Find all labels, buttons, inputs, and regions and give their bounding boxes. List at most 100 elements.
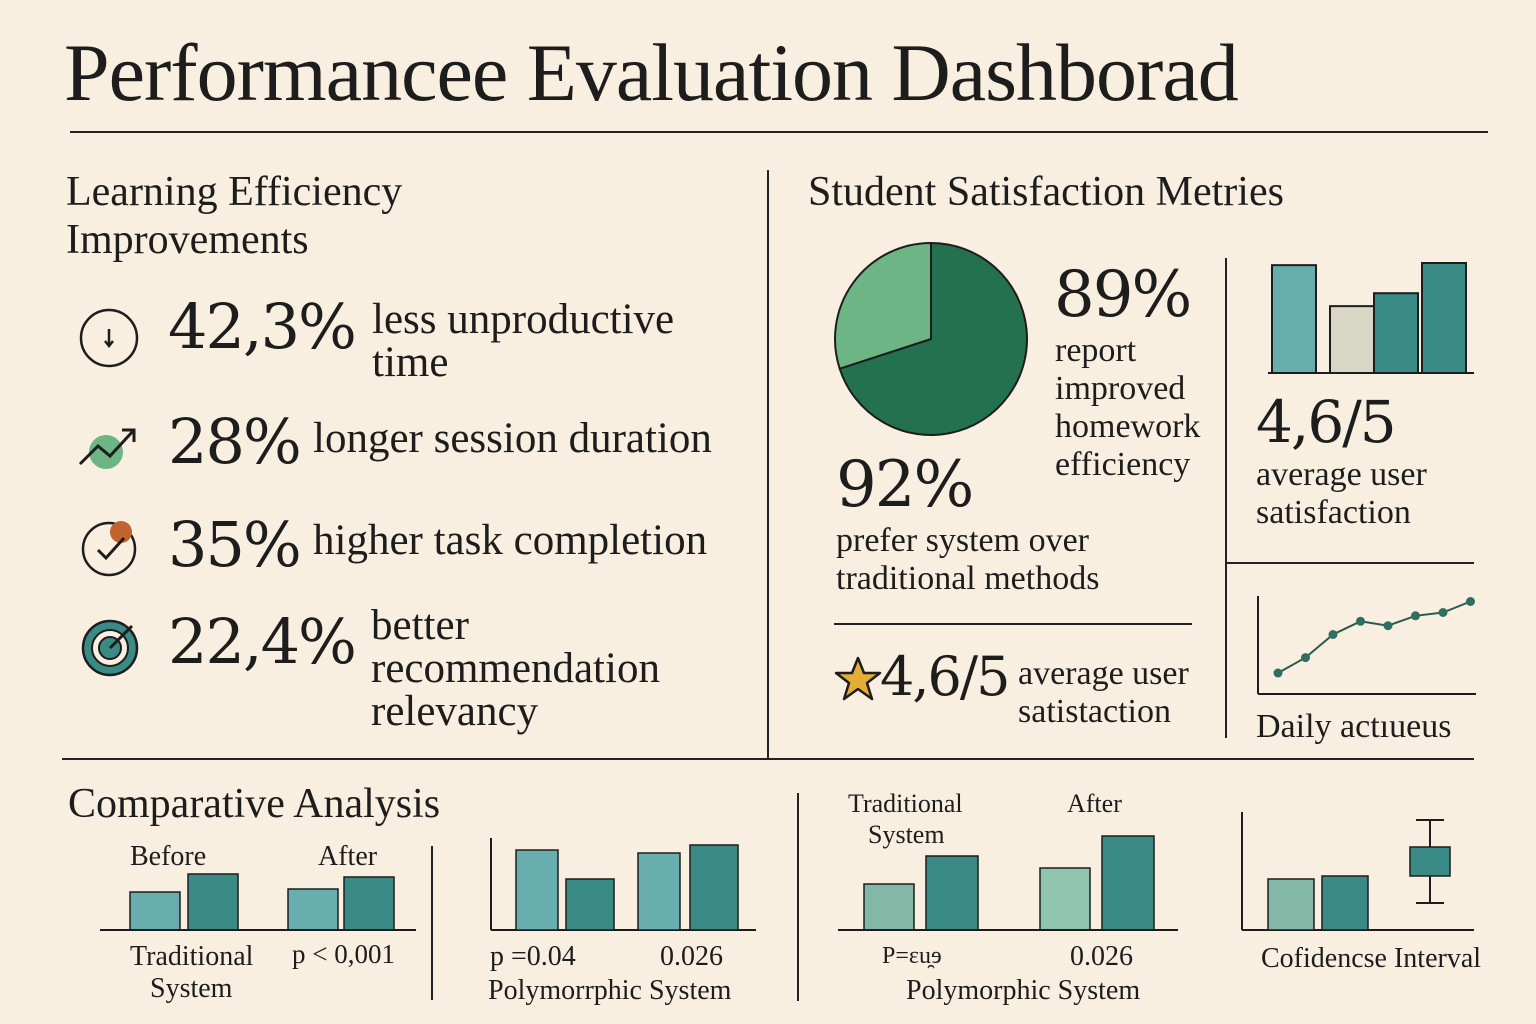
daily-activity-line-chart [1257,596,1476,695]
label-p-value: p < 0,001 [292,939,395,969]
stat-92-value: 92% [836,448,974,522]
bar-b-0 [925,855,979,931]
stat-desc-line: improved [1055,370,1186,407]
bar-3 [1421,262,1467,374]
bar-b-1 [689,844,739,931]
target-icon [80,616,142,682]
bar-b-0 [565,878,615,931]
stat-desc-line: average user [1256,456,1427,493]
rating-side-value: 4,6/5 [1256,388,1397,456]
stat-value-unproductive: 42,3% [168,290,357,363]
right-column-divider [1225,258,1227,738]
page-title: Performancee Evaluation Dashborad [64,27,1239,118]
bar-before-1 [287,888,339,931]
rating-side-desc: average user satisfaction [1256,456,1427,532]
stat-desc-line: average user [1018,655,1189,692]
learning-heading: Learning Efficiency Improvements [66,168,402,264]
right-column-hdivider [1226,562,1474,564]
data-point-6 [1438,608,1448,617]
stat-desc-line: homework [1055,408,1201,445]
label-polymorphic-system: Polymorphic System [906,975,1141,1006]
stat-89-desc: report improved homework efficiency [1055,332,1200,484]
line-series [1277,600,1471,674]
satisfaction-heading: Student Satisfaction Metries [808,169,1284,215]
label-traditional-system: Traditional System [130,941,253,1005]
satisfaction-bar-chart [1268,262,1474,375]
bar-after-0 [187,873,239,931]
data-point-0 [1273,668,1283,678]
stat-desc-line: satisfaction [1256,494,1411,531]
bar-after-1 [343,876,395,931]
comparative-divider-2 [797,793,799,1001]
bar-0 [1267,878,1315,931]
polymorphic-bar-chart-1 [490,838,756,931]
learning-heading-line1: Learning Efficiency [66,169,403,215]
label-traditional-system-2: Traditional System [848,788,963,850]
stat-value-relevancy: 22,4% [168,605,357,678]
clock-icon [78,307,140,373]
pie-slice-0 [838,241,1028,436]
label-polymorrphic-system: Polymorrphic System [488,975,732,1006]
panel-divider [767,170,769,758]
trending-up-icon [76,420,142,476]
label-0026-a: 0.026 [660,941,723,972]
stat-desc-line: prefer system over [836,522,1090,559]
data-point-7 [1466,597,1475,606]
data-point-4 [1383,621,1393,631]
bar-2 [1373,292,1419,375]
stat-desc-unproductive: less unproductive time [372,298,674,384]
satisfaction-pie-chart [834,241,1028,436]
stat-desc-line: better [371,602,469,649]
section-divider [62,758,1474,760]
data-point-1 [1301,653,1310,663]
stat-desc-session: longer session duration [313,415,712,462]
axis-label-line: System [868,820,945,849]
stat-value-session: 28% [168,405,302,478]
stat-desc-line: traditional methods [836,560,1100,597]
stat-desc-completion: higher task completion [313,517,708,564]
stat-value-completion: 35% [168,508,302,581]
label-after: After [318,841,378,872]
bar-a-1 [637,852,681,931]
star-rating-desc: average user satistaction [1018,655,1189,731]
polymorphic-bar-chart-2 [838,835,1178,931]
data-point-2 [1328,630,1338,639]
stat-desc-line: recommendation [371,645,660,692]
stat-desc-line: satistaction [1018,693,1171,730]
bar-0 [1271,264,1317,375]
ci-box [1409,846,1451,877]
stat-desc-line: efficiency [1055,446,1191,483]
star-icon [834,656,882,706]
label-p-004: p =0.04 [490,941,576,972]
stat-89-value: 89% [1054,258,1192,332]
label-confidence-interval: Cofidencse Interval [1261,943,1482,974]
bar-1 [1329,305,1375,375]
bar-1 [1321,875,1369,931]
comparative-heading: Comparative Analysis [68,781,441,827]
title-divider [70,131,1488,133]
stat-desc-line: relevancy [371,688,539,735]
bar-before-0 [129,891,181,931]
confidence-interval-chart [1241,812,1474,931]
stat-desc-line: time [372,339,449,386]
data-point-3 [1356,616,1365,626]
axis-label-line: System [150,973,233,1004]
stat-desc-line: report [1055,332,1137,369]
label-after-2: After [1067,789,1122,818]
bar-a-0 [863,883,915,931]
timer-check-icon [80,516,142,582]
label-p-garbled: P=ɛu̯ɘ [882,943,942,969]
daily-activity-label: Daily actıueus [1256,708,1452,745]
learning-heading-line2: Improvements [66,217,309,263]
star-rating-value: 4,6/5 [880,645,1010,708]
stat-desc-line: less unproductive [372,296,675,343]
bar-b-1 [1101,835,1155,931]
axis-label-line: Traditional [848,789,963,818]
pie-slice-1 [834,241,932,370]
satisfaction-inner-divider [834,623,1192,625]
label-before: Before [130,841,207,872]
comparative-divider-1 [431,846,433,1000]
label-0026-b: 0.026 [1070,941,1133,972]
stat-92-desc: prefer system over traditional methods [836,522,1099,598]
stat-desc-relevancy: better recommendation relevancy [371,604,660,733]
